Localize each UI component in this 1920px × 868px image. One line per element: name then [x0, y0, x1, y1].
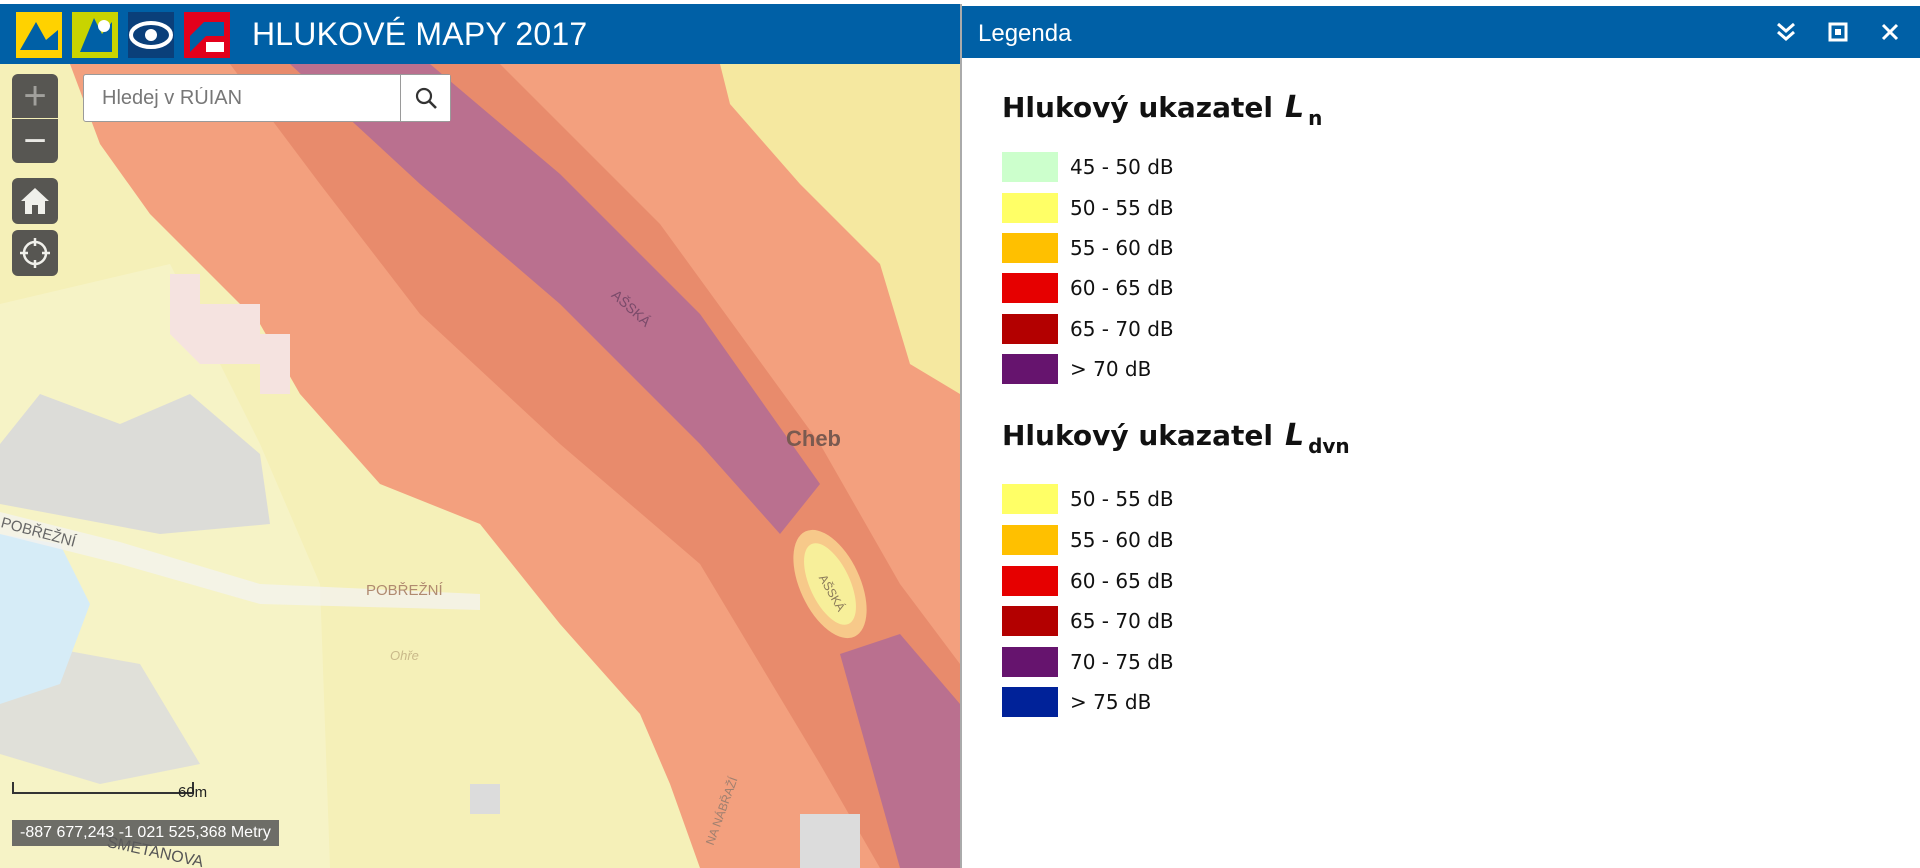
close-button[interactable]: [1876, 18, 1904, 46]
legend-label: > 75 dB: [1070, 690, 1152, 714]
legend-heading-subscript: n: [1308, 106, 1323, 130]
legend-heading-subscript: dvn: [1308, 434, 1350, 458]
legend-label: 60 - 65 dB: [1070, 276, 1174, 300]
legend-item: 55 - 60 dB: [1002, 233, 1174, 263]
legend-item: 65 - 70 dB: [1002, 314, 1174, 344]
maximize-icon: [1828, 22, 1848, 42]
legend-swatch: [1002, 233, 1058, 263]
maximize-button[interactable]: [1824, 18, 1852, 46]
double-chevron-down-icon: [1777, 22, 1795, 41]
search-box: [83, 74, 451, 122]
legend-swatch: [1002, 193, 1058, 223]
noise-map-layer[interactable]: [0, 64, 960, 868]
search-icon: [415, 87, 437, 109]
legend-swatch: [1002, 484, 1058, 514]
legend-label: > 70 dB: [1070, 357, 1152, 381]
search-input[interactable]: [84, 75, 400, 121]
legend-item: 50 - 55 dB: [1002, 193, 1174, 223]
legend-item: 50 - 55 dB: [1002, 484, 1174, 514]
legend-item: 45 - 50 dB: [1002, 152, 1174, 182]
legend-heading-symbol: L: [1284, 90, 1305, 125]
legend-label: 50 - 55 dB: [1070, 196, 1174, 220]
legend-swatch: [1002, 687, 1058, 717]
legend-item: 60 - 65 dB: [1002, 566, 1174, 596]
scale-label: 60m: [178, 784, 208, 801]
legend-header: Legenda: [962, 6, 1920, 58]
legend-item: > 70 dB: [1002, 354, 1151, 384]
legend-label: 70 - 75 dB: [1070, 650, 1174, 674]
legend-swatch: [1002, 566, 1058, 596]
legend-swatch: [1002, 314, 1058, 344]
zoom-out-button[interactable]: −: [12, 119, 58, 163]
legend-label: 50 - 55 dB: [1070, 487, 1174, 511]
locate-button[interactable]: [12, 230, 58, 276]
legend-item: 70 - 75 dB: [1002, 647, 1174, 677]
legend-swatch: [1002, 525, 1058, 555]
coordinates-readout: -887 677,243 -1 021 525,368 Metry: [12, 820, 279, 846]
legend-item: > 75 dB: [1002, 687, 1151, 717]
legend-label: 60 - 65 dB: [1070, 569, 1174, 593]
search-button[interactable]: [400, 75, 450, 121]
legend-label: 45 - 50 dB: [1070, 155, 1174, 179]
legend-heading-text: Hlukový ukazatel: [1002, 419, 1273, 452]
legend-label: 55 - 60 dB: [1070, 528, 1174, 552]
home-button[interactable]: [12, 178, 58, 224]
legend-heading-symbol: L: [1284, 418, 1305, 453]
legend-label: 65 - 70 dB: [1070, 317, 1174, 341]
app-title: HLUKOVÉ MAPY 2017: [252, 16, 588, 52]
logo-icon: [184, 12, 230, 58]
close-icon: [1881, 23, 1899, 41]
legend-heading-text: Hlukový ukazatel: [1002, 91, 1273, 124]
legend-swatch: [1002, 273, 1058, 303]
scale-bar: [12, 782, 194, 794]
app-header: HLUKOVÉ MAPY 2017: [0, 4, 960, 64]
legend-item: 60 - 65 dB: [1002, 273, 1174, 303]
legend-title: Legenda: [978, 20, 1072, 47]
collapse-button[interactable]: [1772, 18, 1800, 46]
logo-icon: [128, 12, 174, 58]
logo-icon: [16, 12, 62, 58]
legend-label: 65 - 70 dB: [1070, 609, 1174, 633]
legend-swatch: [1002, 354, 1058, 384]
legend-label: 55 - 60 dB: [1070, 236, 1174, 260]
legend-item: 65 - 70 dB: [1002, 606, 1174, 636]
legend-item: 55 - 60 dB: [1002, 525, 1174, 555]
logo-icon: [72, 12, 118, 58]
legend-swatch: [1002, 606, 1058, 636]
legend-swatch: [1002, 647, 1058, 677]
crosshair-icon: [20, 238, 50, 268]
map-view[interactable]: Cheb AŠSKÁ AŠSKÁ POBŘEŽNÍ POBŘEŽNÍ SMETA…: [0, 64, 960, 868]
legend-swatch: [1002, 152, 1058, 182]
zoom-in-button[interactable]: +: [12, 74, 58, 118]
home-icon: [21, 188, 49, 214]
